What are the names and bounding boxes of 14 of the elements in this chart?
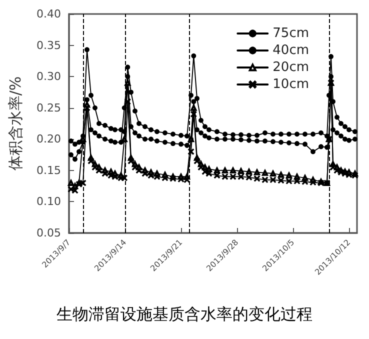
y-tick-label: 0.25 xyxy=(36,101,61,114)
y-tick-label: 0.30 xyxy=(36,70,61,84)
y-tick-label: 0.40 xyxy=(36,8,61,20)
y-tick-label: 0.15 xyxy=(36,164,61,177)
legend-label: 75cm xyxy=(272,26,310,41)
y-tick-label: 0.20 xyxy=(36,132,61,146)
legend-label: 10cm xyxy=(272,77,310,92)
text: 生物滞留设施基质含水率的变化过程 xyxy=(56,304,312,324)
y-tick-label: 0.35 xyxy=(36,38,61,52)
legend-label: 20cm xyxy=(272,60,310,75)
y-axis-title: 体积含水率/% xyxy=(6,76,24,171)
y-tick-label: 0.05 xyxy=(36,226,61,240)
legend-label: 40cm xyxy=(272,43,310,58)
y-tick-label: 0.10 xyxy=(36,195,61,208)
